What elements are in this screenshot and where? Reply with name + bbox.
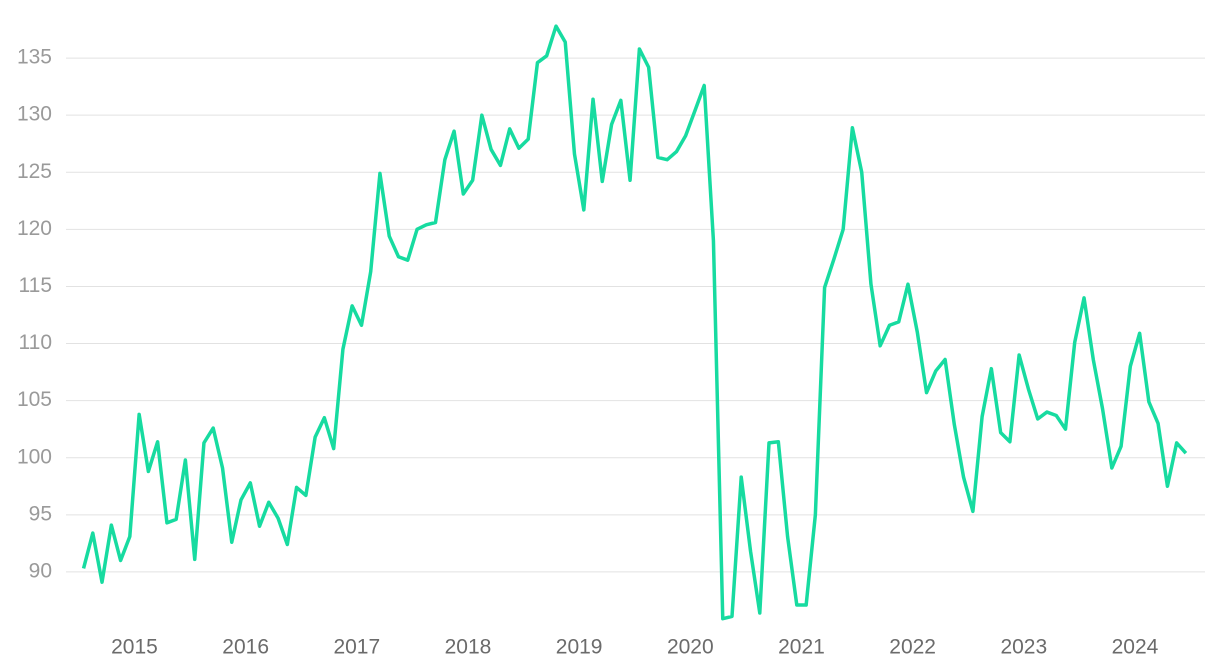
- y-tick-label: 100: [17, 445, 52, 468]
- x-tick-label: 2017: [333, 636, 380, 659]
- x-tick-label: 2018: [445, 636, 492, 659]
- x-tick-label: 2016: [222, 636, 269, 659]
- y-tick-label: 110: [19, 331, 52, 354]
- y-tick-label: 90: [29, 559, 52, 582]
- y-tick-label: 120: [17, 217, 52, 240]
- y-tick-label: 135: [17, 46, 52, 69]
- x-tick-label: 2023: [1000, 636, 1047, 659]
- x-tick-label: 2015: [111, 636, 158, 659]
- y-tick-label: 115: [19, 274, 52, 297]
- y-tick-label: 125: [17, 160, 52, 183]
- x-tick-label: 2021: [778, 636, 825, 659]
- x-tick-label: 2022: [889, 636, 936, 659]
- x-tick-label: 2019: [556, 636, 603, 659]
- y-tick-label: 130: [17, 103, 52, 126]
- y-tick-label: 95: [29, 502, 52, 525]
- x-tick-label: 2020: [667, 636, 714, 659]
- x-tick-label: 2024: [1112, 636, 1159, 659]
- data-line: [81, 24, 1188, 621]
- y-tick-label: 105: [17, 388, 52, 411]
